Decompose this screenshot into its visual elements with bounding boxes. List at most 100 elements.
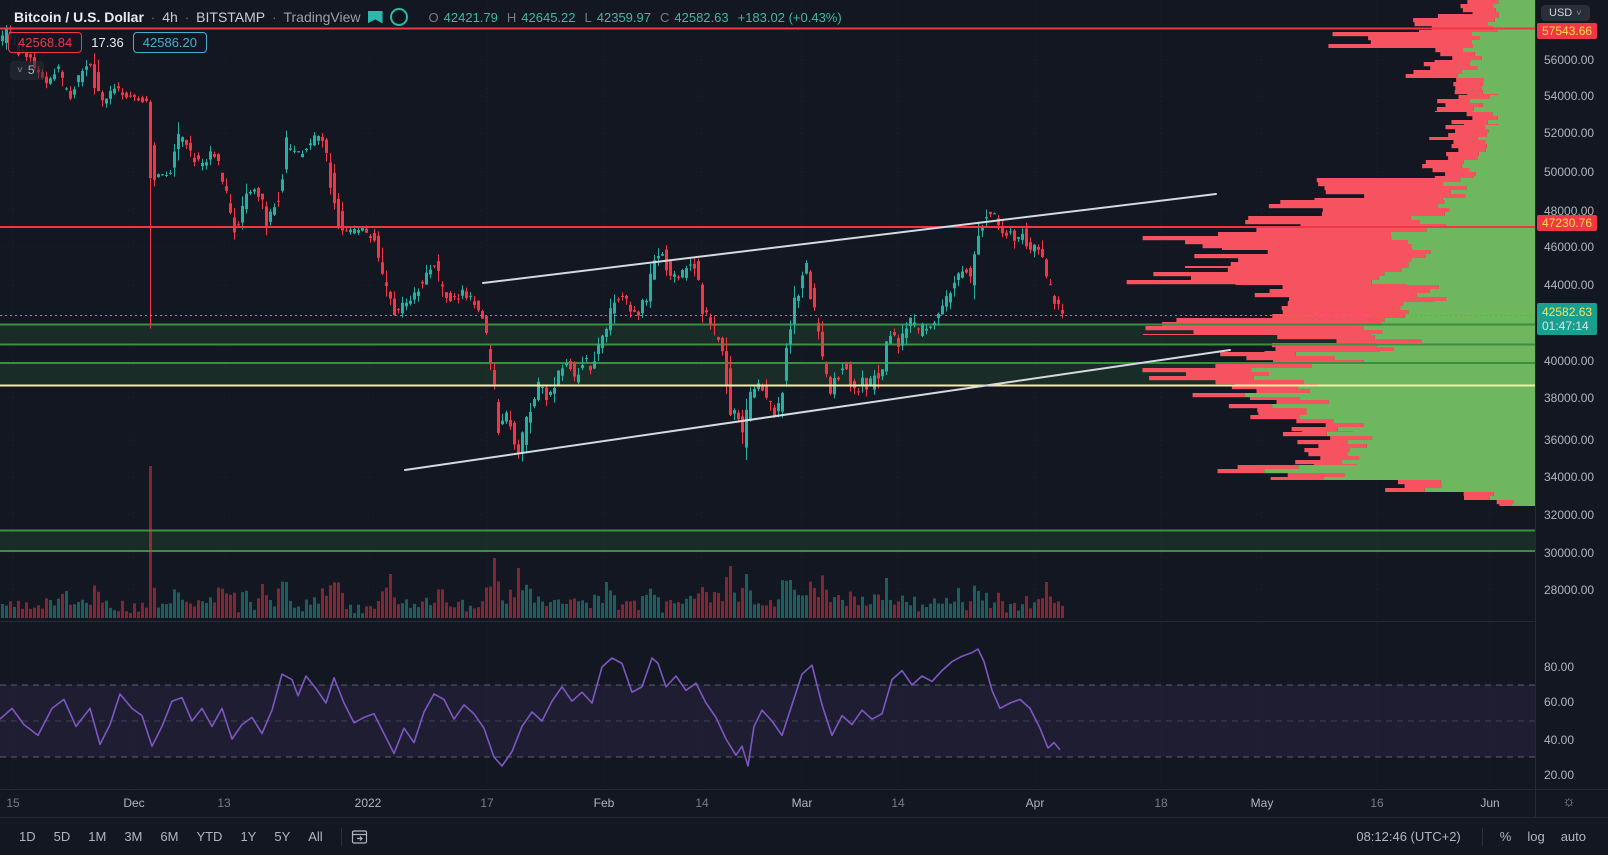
price-line-axis-label: 47230.76 bbox=[1537, 215, 1598, 231]
high-value: 42645.22 bbox=[521, 9, 576, 25]
scale-button-auto[interactable]: auto bbox=[1560, 829, 1586, 844]
bid-price-box[interactable]: 42568.84 bbox=[8, 32, 83, 53]
close-value: 42582.63 bbox=[674, 9, 729, 25]
open-label: O bbox=[428, 9, 439, 25]
price-tick-label: 52000.00 bbox=[1544, 126, 1595, 140]
range-button-1m[interactable]: 1M bbox=[88, 829, 107, 844]
range-button-5y[interactable]: 5Y bbox=[274, 829, 291, 844]
clock-timezone-button[interactable]: 08:12:46 (UTC+2) bbox=[1356, 829, 1461, 844]
time-tick-label: 15 bbox=[6, 796, 20, 810]
range-button-3m[interactable]: 3M bbox=[124, 829, 143, 844]
range-button-1y[interactable]: 1Y bbox=[240, 829, 257, 844]
range-button-6m[interactable]: 6M bbox=[160, 829, 179, 844]
time-tick-label: 16 bbox=[1370, 796, 1384, 810]
pane-separator[interactable] bbox=[0, 621, 1535, 622]
symbol-title[interactable]: Bitcoin / U.S. Dollar bbox=[14, 9, 144, 25]
price-tick-label: 46000.00 bbox=[1544, 240, 1595, 254]
tradingview-logo-icon bbox=[367, 10, 383, 24]
rsi-tick-label: 40.00 bbox=[1544, 733, 1575, 747]
bottom-toolbar: 1D 5D 1M 3M 6M YTD 1Y 5Y All 08:12:46 (UTC+2) % l… bbox=[0, 817, 1608, 855]
separator-dot: · bbox=[184, 9, 190, 25]
price-tick-label: 40000.00 bbox=[1544, 354, 1595, 368]
current-price-label: 42582.63 01:47:14 bbox=[1537, 303, 1598, 335]
separator-dot: · bbox=[272, 9, 277, 25]
scale-button-log[interactable]: log bbox=[1527, 829, 1545, 844]
time-tick-label: Mar bbox=[791, 796, 813, 810]
ask-price-box[interactable]: 42586.20 bbox=[132, 32, 208, 53]
bid-ask-row: 42568.84 17.36 42586.20 bbox=[8, 32, 208, 53]
spread-value: 17.36 bbox=[91, 35, 124, 50]
time-axis[interactable]: ☼ 15 Dec 13 2022 17 Feb 14 Mar 14 Apr 18 May 16 Jun bbox=[0, 789, 1608, 818]
collapsed-indicators-button[interactable]: ˅ 5 bbox=[10, 61, 44, 80]
rsi-chart-canvas[interactable] bbox=[0, 622, 1535, 789]
ohlc-values: O 42421.79 H 42645.22 L 42359.97 C 42582.63 … bbox=[429, 10, 842, 25]
scale-button-percent[interactable]: % bbox=[1499, 829, 1512, 844]
currency-label: USD bbox=[1549, 7, 1573, 19]
sun-icon[interactable]: ☼ bbox=[1562, 793, 1576, 810]
exchange-label: BITSTAMP bbox=[196, 9, 266, 25]
time-tick-label: 18 bbox=[1154, 796, 1168, 810]
low-label: L bbox=[584, 9, 592, 25]
open-value: 42421.79 bbox=[443, 9, 498, 25]
time-tick-label: 2022 bbox=[354, 796, 382, 810]
change-value: +183.02 (+0.43%) bbox=[737, 9, 842, 25]
price-chart-canvas[interactable] bbox=[0, 0, 1535, 622]
price-tick-label: 30000.00 bbox=[1544, 546, 1595, 560]
range-button-ytd[interactable]: YTD bbox=[196, 829, 223, 844]
price-tick-label: 36000.00 bbox=[1544, 433, 1595, 447]
time-tick-label: 17 bbox=[480, 796, 494, 810]
range-button-5d[interactable]: 5D bbox=[53, 829, 71, 844]
time-tick-label: 13 bbox=[217, 796, 231, 810]
range-button-1d[interactable]: 1D bbox=[19, 829, 36, 844]
separator-dot: · bbox=[150, 9, 156, 25]
calendar-icon bbox=[351, 830, 367, 844]
chevron-down-icon: ˅ bbox=[1576, 8, 1582, 18]
volume-profile-layer bbox=[0, 0, 1535, 552]
brand-label: TradingView bbox=[283, 9, 361, 25]
toolbar-divider bbox=[340, 827, 342, 846]
candles-layer bbox=[1, 25, 1064, 462]
price-tick-label: 54000.00 bbox=[1544, 89, 1595, 103]
price-axis[interactable]: USD ˅ 42582.63 01:47:14 56000.00 54000.00… bbox=[1535, 0, 1608, 817]
axis-corner-separator bbox=[1535, 790, 1536, 818]
time-tick-label: Jun bbox=[1480, 796, 1500, 810]
chart-legend: Bitcoin / U.S. Dollar · 4h · BITSTAMP · … bbox=[14, 7, 842, 27]
price-tick-label: 48000.00 bbox=[1544, 204, 1595, 218]
price-tick-label: 50000.00 bbox=[1544, 165, 1595, 179]
price-line-axis-label: 57543.66 bbox=[1537, 23, 1598, 39]
high-label: H bbox=[506, 9, 517, 25]
price-tick-label: 28000.00 bbox=[1544, 583, 1595, 597]
date-range-buttons: 1D 5D 1M 3M 6M YTD 1Y 5Y All bbox=[10, 825, 332, 848]
price-tick-label: 44000.00 bbox=[1544, 278, 1595, 292]
drawings-layer bbox=[0, 27, 1535, 471]
go-to-date-button[interactable] bbox=[351, 828, 368, 845]
current-price-value: 42582.63 bbox=[1542, 305, 1593, 319]
status-circle-icon[interactable] bbox=[389, 8, 408, 26]
low-value: 42359.97 bbox=[596, 9, 651, 25]
indicators-count: 5 bbox=[27, 63, 35, 77]
time-tick-label: May bbox=[1250, 796, 1274, 810]
price-tick-label: 56000.00 bbox=[1544, 53, 1595, 67]
interval-label[interactable]: 4h bbox=[162, 9, 178, 25]
toolbar-right-group: 08:12:46 (UTC+2) % log auto bbox=[1356, 825, 1608, 848]
toolbar-divider bbox=[1481, 827, 1483, 846]
price-tick-label: 32000.00 bbox=[1544, 508, 1595, 522]
time-tick-label: Dec bbox=[123, 796, 145, 810]
scale-buttons: % log auto bbox=[1492, 825, 1594, 848]
rsi-tick-label: 80.00 bbox=[1544, 660, 1575, 674]
time-tick-label: 14 bbox=[695, 796, 709, 810]
range-button-all[interactable]: All bbox=[308, 829, 323, 844]
volume-bars-layer bbox=[1, 466, 1064, 618]
currency-button[interactable]: USD ˅ bbox=[1541, 5, 1590, 21]
rsi-tick-label: 60.00 bbox=[1544, 695, 1575, 709]
price-tick-label: 38000.00 bbox=[1544, 391, 1595, 405]
time-tick-label: Apr bbox=[1025, 796, 1045, 810]
rsi-tick-label: 20.00 bbox=[1544, 768, 1575, 782]
price-tick-label: 34000.00 bbox=[1544, 470, 1595, 484]
close-label: C bbox=[659, 9, 670, 25]
time-tick-label: Feb bbox=[593, 796, 615, 810]
bar-countdown: 01:47:14 bbox=[1542, 319, 1589, 333]
chevron-down-icon: ˅ bbox=[17, 64, 23, 76]
time-tick-label: 14 bbox=[891, 796, 905, 810]
